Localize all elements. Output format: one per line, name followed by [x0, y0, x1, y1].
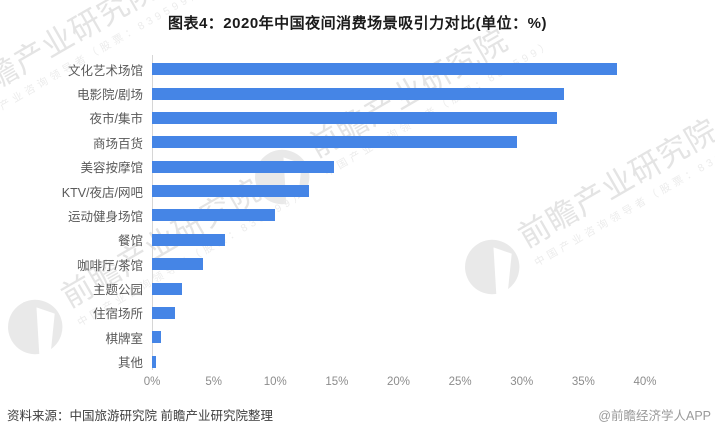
chart-row: 其他 — [0, 350, 715, 374]
chart-row: 运动健身场馆 — [0, 203, 715, 227]
chart-bar — [152, 355, 156, 368]
x-axis-tick: 10% — [263, 376, 287, 388]
x-axis-tick: 40% — [633, 376, 657, 388]
chart-bar — [152, 111, 558, 124]
bar-track — [152, 306, 645, 319]
category-label: 商场百货 — [92, 136, 143, 151]
bar-track — [152, 282, 645, 295]
x-axis-tick: 0% — [143, 376, 161, 388]
x-axis-tick: 25% — [448, 376, 472, 388]
chart-bar — [152, 160, 335, 173]
category-label: 住宿场所 — [92, 307, 143, 322]
chart-row: 咖啡厅/茶馆 — [0, 252, 715, 276]
chart-row: 美容按摩馆 — [0, 155, 715, 179]
source-note: 资料来源：中国旅游研究院 前瞻产业研究院整理 — [7, 409, 273, 423]
bar-track — [152, 136, 645, 149]
chart-bar — [152, 63, 617, 76]
chart-bar — [152, 282, 182, 295]
chart-bar — [152, 87, 564, 100]
chart-row: 餐馆 — [0, 228, 715, 252]
chart-row: 文化艺术场馆 — [0, 57, 715, 81]
bar-track — [152, 331, 645, 344]
x-axis: 0% 5% 10% 15% 20% 25% 30% 35% 40% — [144, 376, 657, 392]
bar-track — [152, 209, 645, 222]
category-label: 其他 — [117, 356, 143, 371]
app-credit: @前瞻经济学人APP — [598, 409, 711, 423]
x-axis-tick: 30% — [510, 376, 534, 388]
chart-bar — [152, 258, 203, 271]
chart-row: KTV/夜店/网吧 — [0, 179, 715, 203]
x-axis-tick: 5% — [205, 376, 222, 388]
bar-track — [152, 355, 645, 368]
category-label: 咖啡厅/茶馆 — [77, 258, 143, 273]
bar-track — [152, 87, 645, 100]
chart-bar — [152, 209, 276, 222]
bar-track — [152, 111, 645, 124]
category-label: 文化艺术场馆 — [67, 63, 143, 78]
chart-row: 电影院/剧场 — [0, 81, 715, 105]
category-label: 美容按摩馆 — [80, 161, 143, 176]
chart-bar — [152, 185, 309, 198]
bar-track — [152, 258, 645, 271]
category-label: 餐馆 — [117, 234, 143, 249]
category-label: 运动健身场馆 — [67, 209, 143, 224]
bar-track — [152, 185, 645, 198]
plot-area: 文化艺术场馆电影院/剧场夜市/集市商场百货美容按摩馆 KTV/夜店/网吧 运动健身场… — [0, 57, 715, 374]
chart-row: 夜市/集市 — [0, 106, 715, 130]
chart-row: 住宿场所 — [0, 301, 715, 325]
chart-title: 图表4：2020年中国夜间消费场景吸引力对比(单位：%) — [167, 15, 548, 32]
chart-row: 主题公园 — [0, 276, 715, 300]
chart-bar — [152, 136, 517, 149]
bar-track — [152, 63, 645, 76]
bar-track — [152, 160, 645, 173]
category-label: 电影院/剧场 — [77, 88, 143, 103]
x-axis-tick: 35% — [571, 376, 595, 388]
x-axis-tick: 20% — [386, 376, 411, 388]
x-axis-tick: 15% — [325, 376, 349, 388]
chart-bar — [152, 331, 161, 344]
chart-row: 棋牌室 — [0, 325, 715, 349]
chart-bar — [152, 306, 176, 319]
category-label: 棋牌室 — [105, 331, 143, 346]
category-label: 主题公园 — [92, 283, 143, 298]
bar-track — [152, 233, 645, 246]
category-label: KTV/夜店/网吧 — [61, 185, 143, 200]
category-label: 夜市/集市 — [89, 112, 143, 127]
chart-row: 商场百货 — [0, 130, 715, 154]
chart-bar — [152, 233, 225, 246]
